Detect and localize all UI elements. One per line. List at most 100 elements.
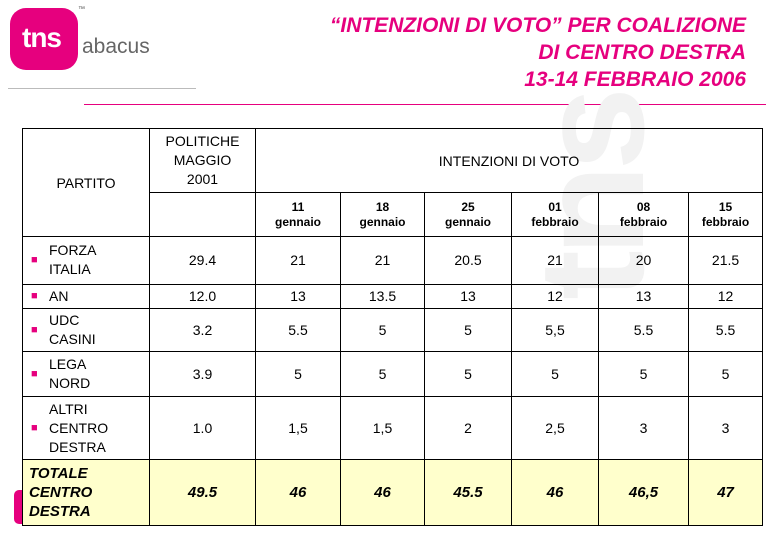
intention-value-cell: 5 (598, 351, 689, 398)
total-label-cell: TOTALE CENTRO DESTRA (22, 459, 150, 526)
header-date-line: gennaio (359, 214, 406, 229)
square-bullet-icon: ■ (31, 254, 38, 267)
square-bullet-icon: ■ (31, 422, 38, 435)
intention-value-cell: 13 (424, 283, 512, 310)
politiche-value-cell: 12.0 (149, 283, 256, 310)
party-row: ■ AN 12.0 13 13.5 13 12 13 12 (22, 283, 764, 310)
party-name-cell: ■ UDC CASINI (22, 308, 150, 353)
header-date-line: 18 (375, 199, 390, 214)
intention-value-cell: 3 (687, 396, 764, 461)
party-label: ■ UDC CASINI (31, 311, 149, 349)
politiche-value-cell: 29.4 (149, 236, 256, 285)
party-label: ■ AN (31, 287, 149, 306)
party-name-line: NORD (49, 375, 91, 392)
total-label-line: TOTALE (29, 465, 88, 483)
total-value-cell: 45.5 (424, 459, 512, 526)
party-name-line: ALTRI (49, 400, 88, 417)
politiche-value-cell: 3.9 (149, 351, 256, 398)
header-date-cell: 25 gennaio (424, 192, 512, 238)
header-empty-cell (149, 192, 256, 238)
party-name: LEGA NORD (49, 355, 90, 393)
total-politiche-cell: 49.5 (149, 459, 256, 526)
party-name-line: ITALIA (49, 261, 91, 278)
tns-logo: tns (10, 8, 78, 70)
header-date-line: febbraio (619, 214, 668, 229)
header-partito: PARTITO (22, 127, 150, 238)
square-bullet-icon: ■ (31, 290, 38, 303)
header-date-cell: 01 febbraio (511, 192, 599, 238)
intention-value-cell: 2 (424, 396, 512, 461)
intention-value-cell: 13 (255, 283, 341, 310)
logo-brand-text: tns (22, 22, 62, 53)
square-bullet-icon: ■ (31, 324, 38, 337)
party-row: ■ FORZA ITALIA 29.4 21 21 20.5 21 20 21.5 (22, 236, 764, 285)
intention-value-cell: 20.5 (424, 236, 512, 285)
party-name-line: CASINI (49, 331, 96, 348)
total-label-line: CENTRO (29, 484, 93, 502)
intention-value-cell: 5 (255, 351, 341, 398)
header-date-cell: 18 gennaio (340, 192, 425, 238)
intention-value-cell: 5 (511, 351, 599, 398)
party-row: ■ LEGA NORD 3.9 5 5 5 5 5 5 (22, 351, 764, 398)
intention-value-cell: 21 (511, 236, 599, 285)
intention-value-cell: 2,5 (511, 396, 599, 461)
party-name: UDC CASINI (49, 311, 96, 349)
intention-value-cell: 5 (340, 308, 425, 353)
party-name-cell: ■ ALTRI CENTRO DESTRA (22, 396, 150, 461)
intention-value-cell: 5 (424, 351, 512, 398)
decorative-pink-bar (14, 490, 24, 524)
party-name-line: AN (49, 287, 69, 304)
header-row-1: PARTITO POLITICHE MAGGIO 2001 INTENZIONI… (22, 127, 764, 238)
header-date-line: 15 (718, 199, 733, 214)
party-row: ■ UDC CASINI 3.2 5.5 5 5 5,5 5.5 5.5 (22, 308, 764, 353)
logo-underline (8, 88, 196, 89)
square-bullet-icon: ■ (31, 368, 38, 381)
party-name-line: LEGA (49, 356, 87, 373)
logo-suffix-text: abacus (82, 35, 150, 58)
party-name-line: UDC (49, 312, 80, 329)
intention-value-cell: 1,5 (255, 396, 341, 461)
party-name-line: FORZA (49, 242, 97, 259)
header-date-cell: 11 gennaio (255, 192, 341, 238)
total-label-line: DESTRA (29, 503, 91, 521)
intention-value-cell: 12 (511, 283, 599, 310)
header-date-line: gennaio (274, 214, 321, 229)
total-value-cell: 47 (687, 459, 764, 526)
party-label: ■ LEGA NORD (31, 355, 149, 393)
header-row-dates: 11 gennaio 18 gennaio 25 gennaio 01 febbraio 08 f… (23, 192, 764, 238)
party-name: ALTRI CENTRO DESTRA (49, 400, 108, 457)
politiche-value-cell: 3.2 (149, 308, 256, 353)
intention-value-cell: 20 (598, 236, 689, 285)
intention-value-cell: 1,5 (340, 396, 425, 461)
title-divider (84, 104, 766, 105)
politiche-value-cell: 1.0 (149, 396, 256, 461)
header-date-line: 01 (548, 199, 562, 214)
intention-value-cell: 5.5 (255, 308, 341, 353)
intention-value-cell: 12 (687, 283, 764, 310)
intention-value-cell: 5.5 (687, 308, 764, 353)
title-line-2: DI CENTRO DESTRA (538, 41, 746, 64)
intention-value-cell: 13 (598, 283, 689, 310)
header-intenzioni: INTENZIONI DI VOTO (254, 127, 764, 194)
total-value-cell: 46 (340, 459, 425, 526)
intention-value-cell: 21.5 (687, 236, 764, 285)
party-row: ■ ALTRI CENTRO DESTRA 1.0 1,5 1,5 2 2,5 3 3 (22, 396, 764, 461)
party-name-line: DESTRA (49, 438, 106, 455)
header-date-line: 08 (636, 199, 651, 214)
party-name-line: CENTRO (49, 419, 109, 436)
header-date-cell: 15 febbraio (687, 192, 764, 238)
header-date-line: gennaio (444, 214, 491, 229)
header-date-line: febbraio (701, 214, 750, 229)
header-date-line: 25 (461, 199, 475, 214)
intention-value-cell: 13.5 (340, 283, 425, 310)
intention-value-cell: 5,5 (511, 308, 599, 353)
party-label: ■ ALTRI CENTRO DESTRA (31, 400, 149, 457)
total-value-cell: 46 (511, 459, 599, 526)
party-name: FORZA ITALIA (49, 241, 96, 279)
intention-value-cell: 5 (424, 308, 512, 353)
party-name-cell: ■ LEGA NORD (22, 351, 150, 398)
total-value-cell: 46 (255, 459, 341, 526)
intention-value-cell: 5 (687, 351, 764, 398)
party-name-cell: ■ FORZA ITALIA (22, 236, 150, 285)
header-date-line: febbraio (531, 214, 579, 229)
